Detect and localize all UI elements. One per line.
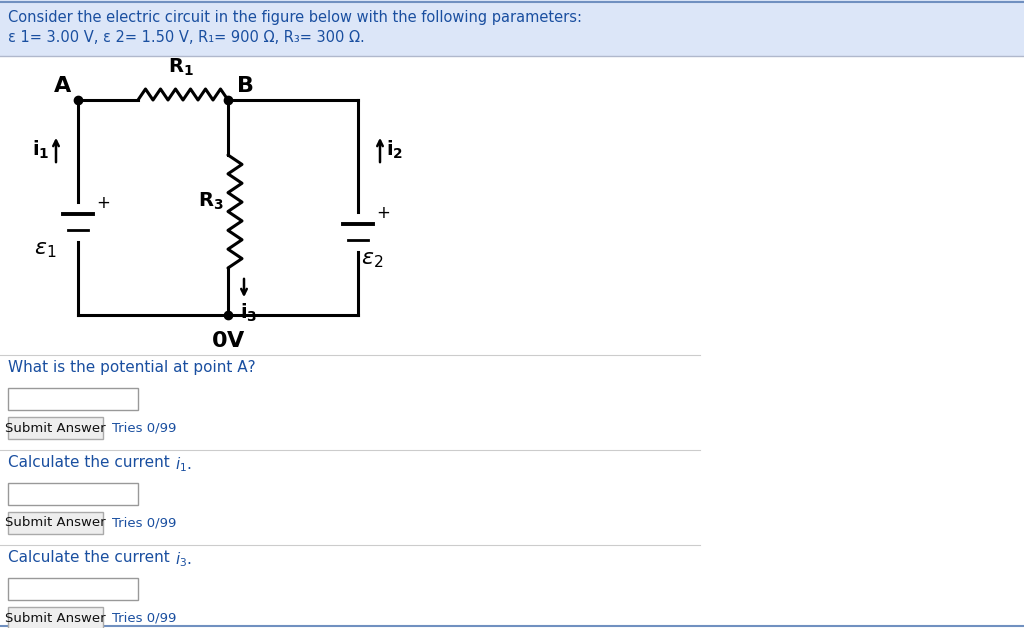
Bar: [8, 578, 138, 600]
Text: $\varepsilon_2$: $\varepsilon_2$: [361, 250, 383, 270]
Bar: [8, 388, 138, 410]
Text: Submit Answer: Submit Answer: [5, 516, 105, 529]
Bar: [8, 483, 138, 505]
Text: $\mathbf{B}$: $\mathbf{B}$: [236, 76, 253, 96]
Text: $i_3$.: $i_3$.: [175, 550, 191, 569]
Text: What is the potential at point A?: What is the potential at point A?: [8, 360, 256, 375]
Text: +: +: [376, 204, 390, 222]
Bar: [8, 607, 103, 628]
Text: Calculate the current: Calculate the current: [8, 550, 175, 565]
Text: Tries 0/99: Tries 0/99: [112, 612, 176, 624]
Text: +: +: [96, 194, 110, 212]
Text: $\mathbf{0V}$: $\mathbf{0V}$: [211, 331, 246, 351]
Text: ε 1= 3.00 V, ε 2= 1.50 V, R₁= 900 Ω, R₃= 300 Ω.: ε 1= 3.00 V, ε 2= 1.50 V, R₁= 900 Ω, R₃=…: [8, 30, 365, 45]
Text: $\mathbf{i_2}$: $\mathbf{i_2}$: [386, 139, 403, 161]
Text: $i_1$.: $i_1$.: [175, 455, 191, 474]
Text: $\mathbf{i_1}$: $\mathbf{i_1}$: [33, 139, 50, 161]
Text: Consider the electric circuit in the figure below with the following parameters:: Consider the electric circuit in the fig…: [8, 10, 582, 25]
Text: $\mathbf{i_3}$: $\mathbf{i_3}$: [240, 302, 257, 324]
Text: $\varepsilon_1$: $\varepsilon_1$: [34, 240, 56, 260]
Bar: [8, 417, 103, 439]
Bar: [8, 512, 103, 534]
Text: Tries 0/99: Tries 0/99: [112, 516, 176, 529]
Text: $\mathbf{R_1}$: $\mathbf{R_1}$: [168, 57, 194, 78]
Text: Submit Answer: Submit Answer: [5, 421, 105, 435]
Text: Calculate the current: Calculate the current: [8, 455, 175, 470]
Text: $\mathbf{R_3}$: $\mathbf{R_3}$: [199, 191, 224, 212]
Text: Submit Answer: Submit Answer: [5, 612, 105, 624]
Bar: [0, 0, 1024, 56]
Text: $\mathbf{A}$: $\mathbf{A}$: [53, 76, 72, 96]
Text: Tries 0/99: Tries 0/99: [112, 421, 176, 435]
